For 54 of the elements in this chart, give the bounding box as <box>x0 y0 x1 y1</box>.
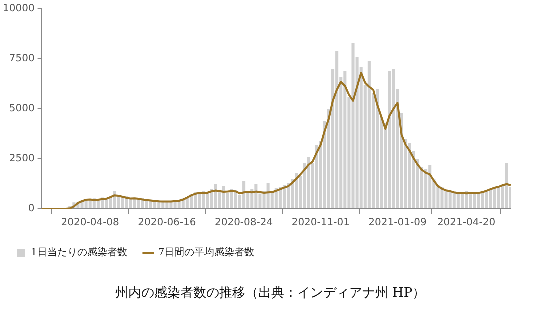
bar <box>497 186 500 208</box>
bar <box>336 51 339 208</box>
text: 州内の感染者数の推移（出典：インディアナ州 HP） <box>114 285 427 302</box>
bar <box>266 183 270 208</box>
bar <box>198 194 202 208</box>
bar <box>88 200 92 208</box>
bar <box>392 69 396 208</box>
bar <box>408 143 412 208</box>
bar <box>452 192 456 208</box>
x-tick-label: 2020-11-01 <box>292 218 350 229</box>
bar <box>352 43 355 208</box>
x-tick-label: 2020-08-24 <box>214 218 274 229</box>
y-tick-label: 5000 <box>9 104 35 115</box>
bar <box>287 183 290 208</box>
bar <box>315 145 318 208</box>
bar <box>178 201 181 208</box>
legend-label: 7日間の平均感染者数 <box>158 246 255 259</box>
bar <box>214 184 218 208</box>
bar <box>376 89 380 208</box>
bar <box>493 187 496 208</box>
bar <box>222 186 226 208</box>
bar <box>145 201 148 208</box>
y-tick-label: 7500 <box>9 54 35 65</box>
bar <box>428 165 432 208</box>
y-tick-label: 10000 <box>3 4 35 15</box>
bar <box>282 185 286 208</box>
bar <box>242 181 246 208</box>
bar <box>505 163 508 208</box>
bar <box>121 198 124 208</box>
bar <box>137 200 140 208</box>
bar <box>444 190 448 208</box>
y-tick-label: 0 <box>28 204 35 215</box>
x-tick-label: 2021-01-09 <box>368 218 427 229</box>
x-tick-label: 2020-06-16 <box>138 218 196 229</box>
legend-label: 1日当たりの感染者数 <box>31 246 128 259</box>
bar <box>105 199 108 208</box>
bar <box>477 193 480 208</box>
y-tick-label: 2500 <box>9 154 35 165</box>
bar <box>154 202 157 208</box>
bar <box>295 173 298 208</box>
bar <box>96 200 100 208</box>
bar <box>424 169 428 208</box>
bar <box>388 71 392 208</box>
bar <box>456 192 460 208</box>
bar <box>129 199 132 208</box>
x-tick-label: 2020-04-08 <box>61 218 120 229</box>
bar <box>368 61 371 208</box>
bar <box>469 194 472 208</box>
bar <box>489 189 492 208</box>
bar <box>344 71 347 208</box>
bar <box>460 194 464 208</box>
bar <box>448 191 452 208</box>
x-tick-label: 2021-04-20 <box>437 218 496 229</box>
bar <box>307 157 310 208</box>
